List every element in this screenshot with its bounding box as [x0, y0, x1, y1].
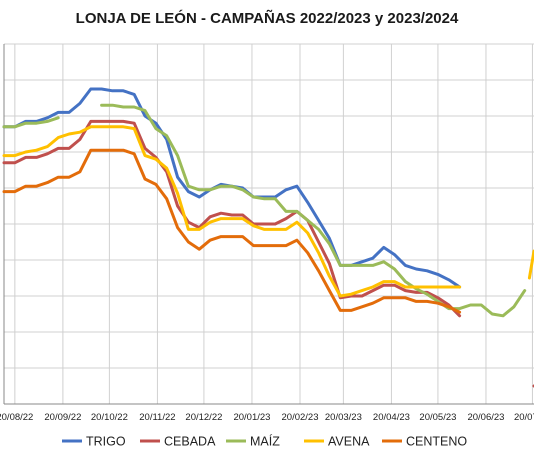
series-line-maiz	[2, 116, 60, 129]
x-tick-labels: 20/08/22 20/09/22 20/10/22 20/11/22 20/12/22…	[0, 412, 534, 423]
legend-label: CENTENO	[406, 435, 467, 449]
x-tick-label: 20/01/23	[233, 412, 270, 423]
x-tick-label: 20/04/23	[373, 412, 410, 423]
series-avena	[2, 125, 534, 298]
legend-item-maiz: MAÍZ	[226, 434, 280, 449]
x-tick-label: 20/05/23	[419, 412, 456, 423]
legend-item-avena: AVENA	[304, 435, 370, 449]
legend-label: CEBADA	[164, 435, 216, 449]
series-line-avena	[527, 249, 534, 280]
x-tick-label: 20/03/23	[325, 412, 362, 423]
x-tick-label: 20/12/22	[185, 412, 222, 423]
gridlines	[4, 43, 534, 404]
series-line-centeno	[2, 148, 462, 314]
legend-label: AVENA	[328, 435, 370, 449]
series-lines	[2, 87, 534, 388]
axes	[3, 44, 534, 405]
x-tick-label: 20/10/22	[91, 412, 128, 423]
legend-item-cebada: CEBADA	[140, 435, 216, 449]
legend: TRIGO CEBADA MAÍZ AVENA CENTENO	[62, 434, 467, 449]
chart-title: LONJA DE LEÓN - CAMPAÑAS 2022/2023 y 202…	[76, 9, 459, 27]
legend-label: TRIGO	[86, 435, 126, 449]
legend-label: MAÍZ	[250, 434, 280, 449]
series-line-cebada	[2, 119, 462, 318]
x-tick-label: 20/06/23	[467, 412, 504, 423]
x-tick-label: 20/08/22	[0, 412, 33, 423]
x-tick-label: 20/07/23	[514, 412, 534, 423]
x-tick-label: 20/11/22	[139, 412, 175, 423]
x-tick-label: 20/02/23	[282, 412, 319, 423]
x-tick-label: 20/09/22	[44, 412, 81, 423]
series-cebada	[2, 119, 534, 388]
legend-item-centeno: CENTENO	[382, 435, 467, 449]
series-line-avena	[2, 125, 462, 298]
series-centeno	[2, 148, 462, 314]
legend-item-trigo: TRIGO	[62, 435, 126, 449]
